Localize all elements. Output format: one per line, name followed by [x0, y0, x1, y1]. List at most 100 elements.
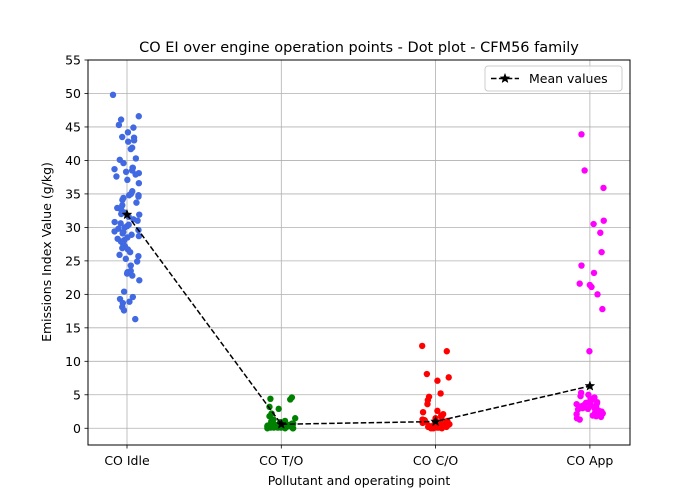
- point-co-idle: [129, 272, 136, 279]
- point-co-idle: [135, 232, 143, 240]
- mean-marker-co-idle: [121, 208, 133, 220]
- point-co-app: [588, 283, 595, 291]
- point-co-t-o: [267, 395, 274, 402]
- point-co-idle: [135, 113, 142, 120]
- point-co-c-o: [438, 425, 446, 432]
- point-co-idle: [136, 211, 143, 218]
- point-co-t-o: [291, 415, 299, 422]
- point-co-idle: [133, 258, 141, 265]
- point-co-idle: [126, 298, 133, 305]
- point-co-app: [578, 131, 585, 138]
- x-tick-label: CO C/O: [413, 453, 458, 468]
- point-co-app: [577, 392, 584, 400]
- point-co-c-o: [418, 342, 426, 350]
- point-co-idle: [117, 116, 125, 123]
- y-tick-label: 30: [65, 220, 81, 235]
- y-tick-label: 50: [65, 86, 81, 101]
- y-tick-label: 20: [65, 287, 81, 302]
- point-co-idle: [117, 220, 124, 227]
- point-co-idle: [124, 129, 132, 136]
- point-co-idle: [111, 165, 118, 173]
- point-co-idle: [125, 192, 133, 199]
- point-co-app: [598, 248, 605, 256]
- point-co-idle: [127, 262, 134, 269]
- point-co-idle: [135, 193, 142, 200]
- point-co-idle: [109, 91, 117, 99]
- mean-values-line: [126, 214, 591, 425]
- plot-background: [88, 60, 630, 445]
- point-co-idle: [132, 171, 139, 178]
- point-co-idle: [129, 293, 137, 301]
- point-co-idle: [123, 270, 131, 277]
- y-tick-label: 55: [65, 53, 81, 68]
- point-co-idle: [111, 218, 118, 226]
- point-co-t-o: [275, 405, 282, 413]
- point-co-c-o: [424, 400, 431, 408]
- point-co-app: [600, 217, 607, 224]
- point-co-idle: [135, 180, 143, 187]
- legend-mean-marker: [499, 72, 511, 84]
- y-tick-label: 25: [65, 253, 81, 268]
- mean-marker-co-t-o: [275, 418, 287, 429]
- x-tick-label: CO Idle: [104, 453, 150, 468]
- y-axis-label: Emissions Index Value (g/kg): [39, 162, 54, 342]
- point-co-app: [576, 416, 583, 423]
- point-co-c-o: [445, 374, 452, 381]
- chart-title: CO EI over engine operation points - Dot…: [139, 40, 579, 56]
- point-co-app: [581, 167, 588, 174]
- point-co-t-o: [264, 425, 271, 432]
- point-co-idle: [130, 124, 137, 131]
- point-co-idle: [132, 315, 139, 323]
- point-co-app: [584, 405, 592, 413]
- y-tick-label: 35: [65, 186, 81, 201]
- point-co-c-o: [434, 377, 441, 384]
- point-co-idle: [130, 137, 138, 144]
- data-points: [109, 91, 607, 432]
- point-co-c-o: [419, 419, 426, 427]
- point-co-idle: [124, 176, 131, 184]
- point-co-idle: [125, 138, 132, 145]
- point-co-c-o: [419, 408, 427, 416]
- y-tick-label: 5: [73, 387, 81, 402]
- y-tick-label: 15: [65, 320, 81, 335]
- point-co-idle: [119, 196, 126, 204]
- point-co-idle: [126, 248, 134, 256]
- point-co-app: [594, 291, 601, 298]
- point-co-app: [600, 184, 607, 192]
- point-co-idle: [118, 210, 125, 218]
- y-tick-label: 10: [65, 354, 81, 369]
- point-co-idle: [132, 155, 140, 162]
- point-co-idle: [120, 307, 128, 314]
- mean-marker-co-c-o: [430, 415, 442, 427]
- point-co-t-o: [287, 396, 294, 403]
- legend: Mean values: [484, 65, 623, 92]
- point-co-app: [573, 400, 580, 408]
- legend-box: [484, 65, 623, 92]
- point-co-app: [599, 305, 606, 313]
- point-co-c-o: [443, 348, 450, 355]
- point-co-app: [590, 269, 598, 277]
- ticks: 0 5 10 15 20 25 30 35 40 45 50 55 CO Idle CO T/O CO C/…: [65, 53, 613, 469]
- point-co-idle: [127, 145, 135, 153]
- x-axis-label: Pollutant and operating point: [268, 473, 451, 488]
- plot-frame: [87, 59, 631, 446]
- point-co-c-o: [437, 390, 444, 397]
- point-co-idle: [119, 244, 126, 252]
- point-co-idle: [122, 168, 130, 176]
- y-tick-label: 45: [65, 119, 81, 134]
- point-co-t-o: [289, 425, 297, 432]
- x-tick-label: CO App: [566, 453, 613, 468]
- grid: [88, 59, 630, 445]
- point-co-idle: [113, 173, 120, 180]
- point-co-idle: [119, 133, 126, 141]
- y-tick-label: 40: [65, 153, 81, 168]
- point-co-idle: [119, 230, 126, 237]
- point-co-app: [576, 280, 583, 287]
- y-tick-label: 0: [73, 421, 81, 436]
- point-co-idle: [111, 228, 118, 235]
- point-co-idle: [134, 217, 141, 224]
- point-co-app: [597, 229, 604, 236]
- legend-label-mean: Mean values: [529, 71, 608, 86]
- point-co-app: [592, 413, 600, 420]
